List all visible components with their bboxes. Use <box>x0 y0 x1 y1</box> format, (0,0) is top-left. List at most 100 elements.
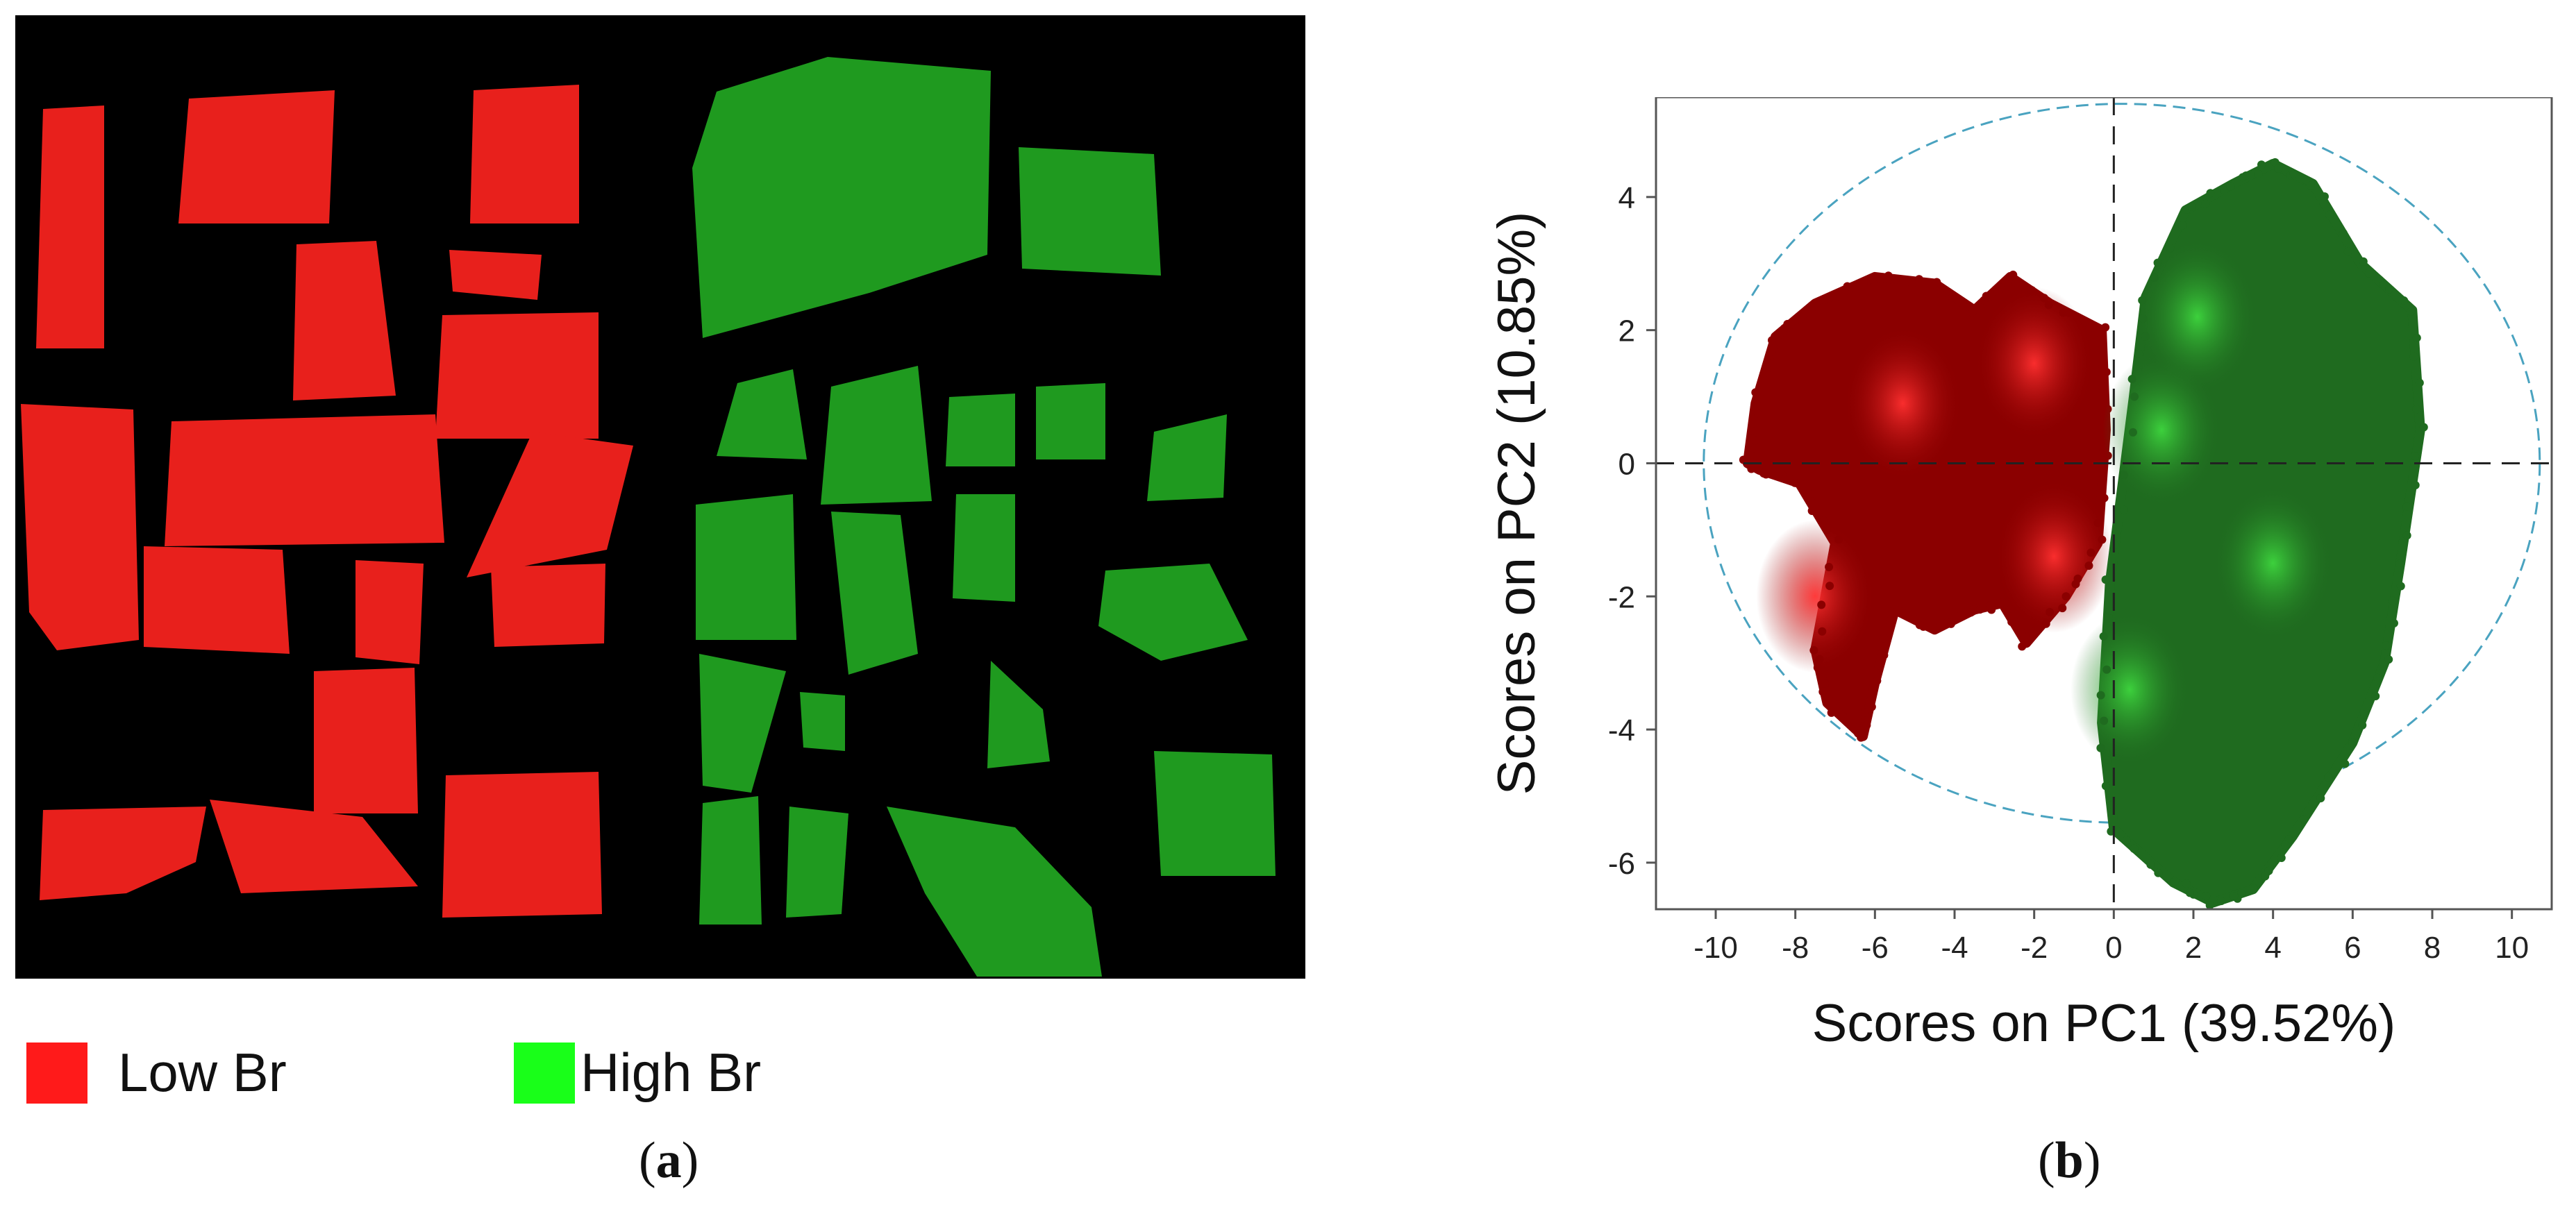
series-0-point <box>1843 282 1852 291</box>
series-0-point <box>1750 436 1759 445</box>
series-0-point <box>2097 345 2106 354</box>
series-0-point <box>2007 618 2016 627</box>
fragment-low <box>293 241 396 400</box>
series-0-point <box>1860 708 1869 717</box>
series-1-point <box>2127 375 2136 384</box>
series-0-point <box>1791 478 1800 487</box>
series-1-point <box>2289 169 2298 178</box>
series-0-point <box>1996 283 2005 292</box>
x-tick-label: 0 <box>2105 931 2122 965</box>
legend-high-br: High Br <box>514 1041 761 1104</box>
series-0-point <box>2097 469 2106 478</box>
fragment-high <box>887 807 1102 977</box>
series-1-point <box>2103 763 2112 772</box>
series-1-point <box>2105 606 2114 615</box>
series-0-point <box>1915 621 1924 630</box>
x-tick-label: 2 <box>2185 931 2202 965</box>
series-0-point <box>2046 607 2054 616</box>
series-0-point <box>1951 293 1960 302</box>
x-tick-label: -8 <box>1782 931 1809 965</box>
series-1-point <box>2134 349 2143 358</box>
series-1-point <box>2166 244 2175 253</box>
fragment-high <box>800 692 845 751</box>
series-1-point <box>2415 378 2424 387</box>
series-1-point <box>2130 392 2139 401</box>
series-1-point <box>2206 189 2215 198</box>
series-1-point <box>2316 794 2325 803</box>
series-0-point <box>1998 598 2007 607</box>
series-1-point <box>2343 247 2352 256</box>
fragment-high <box>692 57 991 338</box>
series-1-point <box>2400 296 2409 305</box>
series-0-point <box>1818 687 1828 696</box>
series-1-point <box>2382 641 2391 650</box>
series-1-point <box>2241 171 2250 180</box>
fragment-low <box>314 668 418 813</box>
fragment-high <box>696 494 796 640</box>
series-0-point <box>2007 604 2016 613</box>
series-0-point <box>1759 369 1768 378</box>
series-0-density-hotspot <box>1843 327 1962 480</box>
fragment-high <box>953 494 1015 602</box>
y-tick-label: -6 <box>1608 847 1635 881</box>
series-1-point <box>2341 759 2350 768</box>
series-1-point <box>2389 618 2398 627</box>
x-tick-label: -4 <box>1941 931 1968 965</box>
series-0-point <box>1873 676 1882 685</box>
series-0-point <box>1899 609 1908 618</box>
series-0-point <box>2098 535 2107 544</box>
fragment-low <box>356 560 424 664</box>
series-1-point <box>2171 877 2180 886</box>
series-0-point <box>1880 650 1889 659</box>
fragment-low <box>470 85 579 223</box>
fragment-low <box>442 772 602 918</box>
series-1-point <box>2324 773 2333 782</box>
series-1-point <box>2261 872 2270 881</box>
series-0-point <box>1986 601 1995 610</box>
fragment-low <box>36 105 104 348</box>
series-1-point <box>2320 192 2329 201</box>
series-0-point <box>1807 506 1816 515</box>
legend-label-low: Low Br <box>118 1042 287 1103</box>
panel-a-caption: (a) <box>639 1132 699 1189</box>
series-0-point <box>2044 301 2053 310</box>
x-axis-label: Scores on PC1 (39.52%) <box>1812 994 2396 1053</box>
series-1-point <box>2360 710 2369 719</box>
series-1-point <box>2307 181 2315 190</box>
series-0-point <box>2058 604 2067 613</box>
fragment-high <box>946 394 1015 466</box>
series-1-point <box>2358 720 2367 729</box>
series-1-point <box>2101 782 2110 791</box>
series-1-point <box>2348 738 2357 748</box>
series-0-point <box>2061 592 2071 601</box>
series-1-point <box>2412 333 2421 342</box>
series-1-point <box>2096 691 2105 700</box>
series-0-point <box>1745 446 1754 455</box>
series-0-point <box>1950 613 1959 622</box>
series-0-point <box>1768 336 1776 345</box>
series-1-point <box>2407 307 2416 316</box>
series-0-point <box>1805 489 1814 498</box>
y-tick-label: -4 <box>1608 714 1635 748</box>
series-1-point <box>2154 868 2163 877</box>
series-0-point <box>1836 292 1845 301</box>
fragment-high <box>786 807 848 918</box>
series-0-point <box>1834 535 1843 544</box>
fragment-low <box>210 800 418 893</box>
series-1-point <box>2300 815 2309 824</box>
series-0-point <box>2009 270 2018 279</box>
series-0-point <box>1943 618 1952 627</box>
series-0-point <box>1821 679 1830 688</box>
series-0-point <box>2027 286 2036 295</box>
series-0-point <box>2039 294 2048 303</box>
fragment-high <box>1098 564 1248 661</box>
fragment-low <box>144 546 290 654</box>
series-1-point <box>2270 158 2280 167</box>
series-0-point <box>1871 668 1880 677</box>
series-0-point <box>1813 663 1822 672</box>
series-1-point <box>2099 632 2108 641</box>
series-0-point <box>2102 367 2111 376</box>
series-0-point <box>1809 645 1818 655</box>
series-1-point <box>2202 892 2211 901</box>
series-0-point <box>2100 493 2109 503</box>
